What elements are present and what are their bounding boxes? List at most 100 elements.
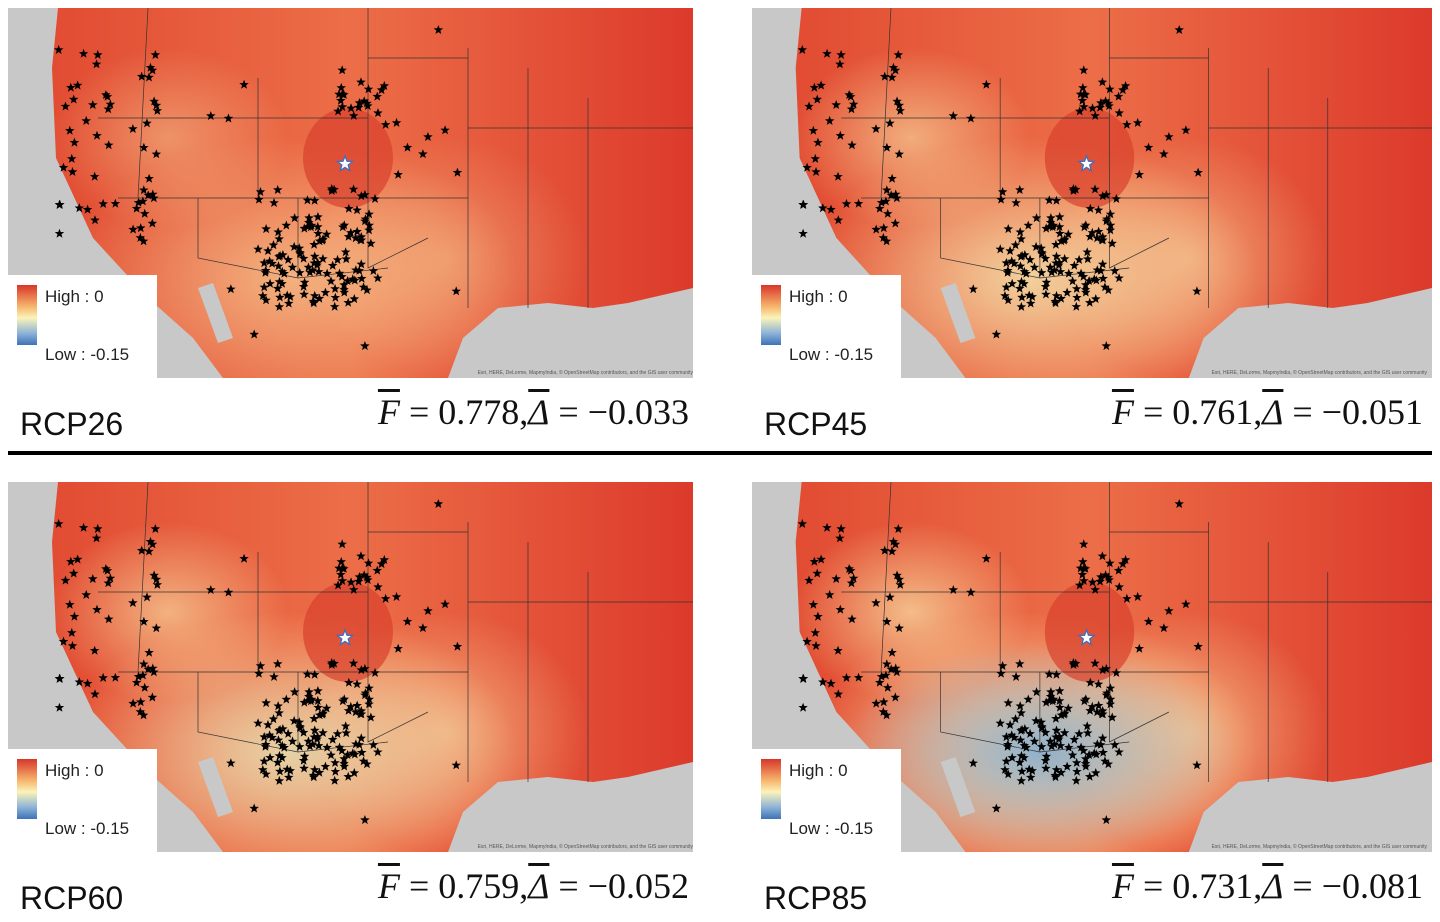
site-star bbox=[98, 198, 108, 208]
site-star bbox=[1059, 727, 1070, 737]
site-star bbox=[1105, 558, 1115, 568]
site-star bbox=[310, 764, 320, 774]
site-star bbox=[268, 240, 279, 250]
site-star bbox=[1111, 667, 1122, 677]
site-star bbox=[1019, 266, 1030, 276]
site-star bbox=[798, 673, 809, 683]
site-star bbox=[356, 665, 367, 675]
state-border bbox=[367, 482, 429, 743]
site-star bbox=[1100, 282, 1110, 292]
site-star bbox=[874, 677, 885, 687]
site-star bbox=[1025, 298, 1036, 308]
site-star bbox=[1085, 203, 1096, 213]
legend-high: High : 0 bbox=[45, 761, 104, 780]
site-star bbox=[879, 697, 889, 707]
site-star bbox=[1056, 293, 1066, 303]
site-star bbox=[54, 702, 65, 712]
site-star bbox=[1069, 734, 1080, 744]
site-star bbox=[144, 72, 154, 82]
site-star bbox=[402, 142, 413, 152]
site-star bbox=[1067, 276, 1078, 286]
site-star bbox=[1074, 728, 1084, 738]
site-star bbox=[846, 91, 856, 101]
legend-high: High : 0 bbox=[45, 287, 104, 306]
site-star bbox=[380, 119, 391, 129]
site-star bbox=[320, 761, 331, 771]
site-star bbox=[892, 96, 902, 106]
site-star bbox=[312, 734, 322, 744]
site-star bbox=[1003, 769, 1013, 779]
site-star bbox=[98, 672, 108, 682]
site-star bbox=[895, 105, 905, 115]
site-star bbox=[1095, 102, 1105, 112]
site-star bbox=[1091, 294, 1101, 304]
site-star bbox=[451, 286, 461, 296]
site-star bbox=[1016, 276, 1027, 286]
legend-low: Low : -0.15 bbox=[789, 819, 874, 838]
site-star bbox=[354, 572, 365, 581]
site-star bbox=[1101, 815, 1112, 825]
site-star bbox=[1054, 695, 1065, 705]
site-star bbox=[812, 568, 822, 578]
site-star bbox=[1095, 265, 1106, 275]
site-star bbox=[313, 228, 323, 238]
site-star bbox=[1041, 697, 1051, 707]
site-star bbox=[1007, 730, 1017, 740]
site-star bbox=[1062, 287, 1072, 297]
site-star bbox=[876, 671, 887, 681]
site-star bbox=[357, 747, 367, 757]
site-star bbox=[822, 48, 832, 58]
site-star bbox=[372, 91, 382, 101]
site-star bbox=[890, 539, 901, 549]
site-star bbox=[1005, 246, 1015, 255]
site-star bbox=[255, 661, 266, 670]
site-star bbox=[139, 616, 149, 626]
site-star bbox=[259, 282, 269, 292]
site-star bbox=[1059, 253, 1070, 263]
site-star bbox=[283, 728, 293, 738]
site-star bbox=[1080, 89, 1091, 99]
site-star bbox=[261, 224, 271, 234]
site-star bbox=[802, 636, 812, 646]
statistic: F = 0.761,Δ = −0.051 bbox=[1112, 391, 1423, 433]
site-star bbox=[1093, 205, 1104, 215]
site-star bbox=[879, 545, 890, 555]
site-star bbox=[379, 554, 390, 564]
site-star bbox=[1055, 702, 1065, 712]
site-star bbox=[1159, 149, 1169, 159]
site-star bbox=[264, 730, 275, 740]
site-star bbox=[797, 44, 807, 54]
site-star bbox=[1051, 669, 1062, 679]
delta-value: = −0.033 bbox=[558, 392, 689, 432]
site-star bbox=[882, 616, 892, 626]
site-star bbox=[1193, 641, 1203, 651]
site-star bbox=[53, 518, 64, 528]
site-star bbox=[273, 659, 283, 668]
site-star bbox=[353, 576, 364, 586]
legend-low: Low : -0.15 bbox=[45, 345, 130, 364]
site-star bbox=[804, 575, 814, 585]
attribution: Esri, HERE, DeLorme, MapmyIndia, © OpenS… bbox=[477, 844, 693, 850]
site-star bbox=[147, 218, 158, 228]
site-star bbox=[1044, 669, 1054, 679]
site-star bbox=[101, 90, 111, 99]
site-star bbox=[299, 763, 309, 773]
site-star bbox=[69, 611, 80, 621]
state-border bbox=[137, 482, 149, 673]
site-star bbox=[82, 204, 93, 214]
site-star bbox=[342, 750, 353, 759]
site-star bbox=[1046, 687, 1056, 697]
state-border bbox=[1109, 8, 1170, 269]
site-star bbox=[1025, 254, 1035, 264]
site-star bbox=[881, 236, 892, 246]
site-star bbox=[309, 732, 319, 742]
site-star bbox=[149, 193, 159, 203]
site-star bbox=[1174, 25, 1184, 34]
site-star bbox=[322, 742, 332, 752]
site-star bbox=[1105, 84, 1115, 94]
site-star bbox=[368, 265, 379, 275]
site-star bbox=[337, 101, 348, 111]
site-star bbox=[1143, 616, 1154, 626]
site-star bbox=[284, 772, 294, 782]
site-star bbox=[833, 689, 844, 699]
